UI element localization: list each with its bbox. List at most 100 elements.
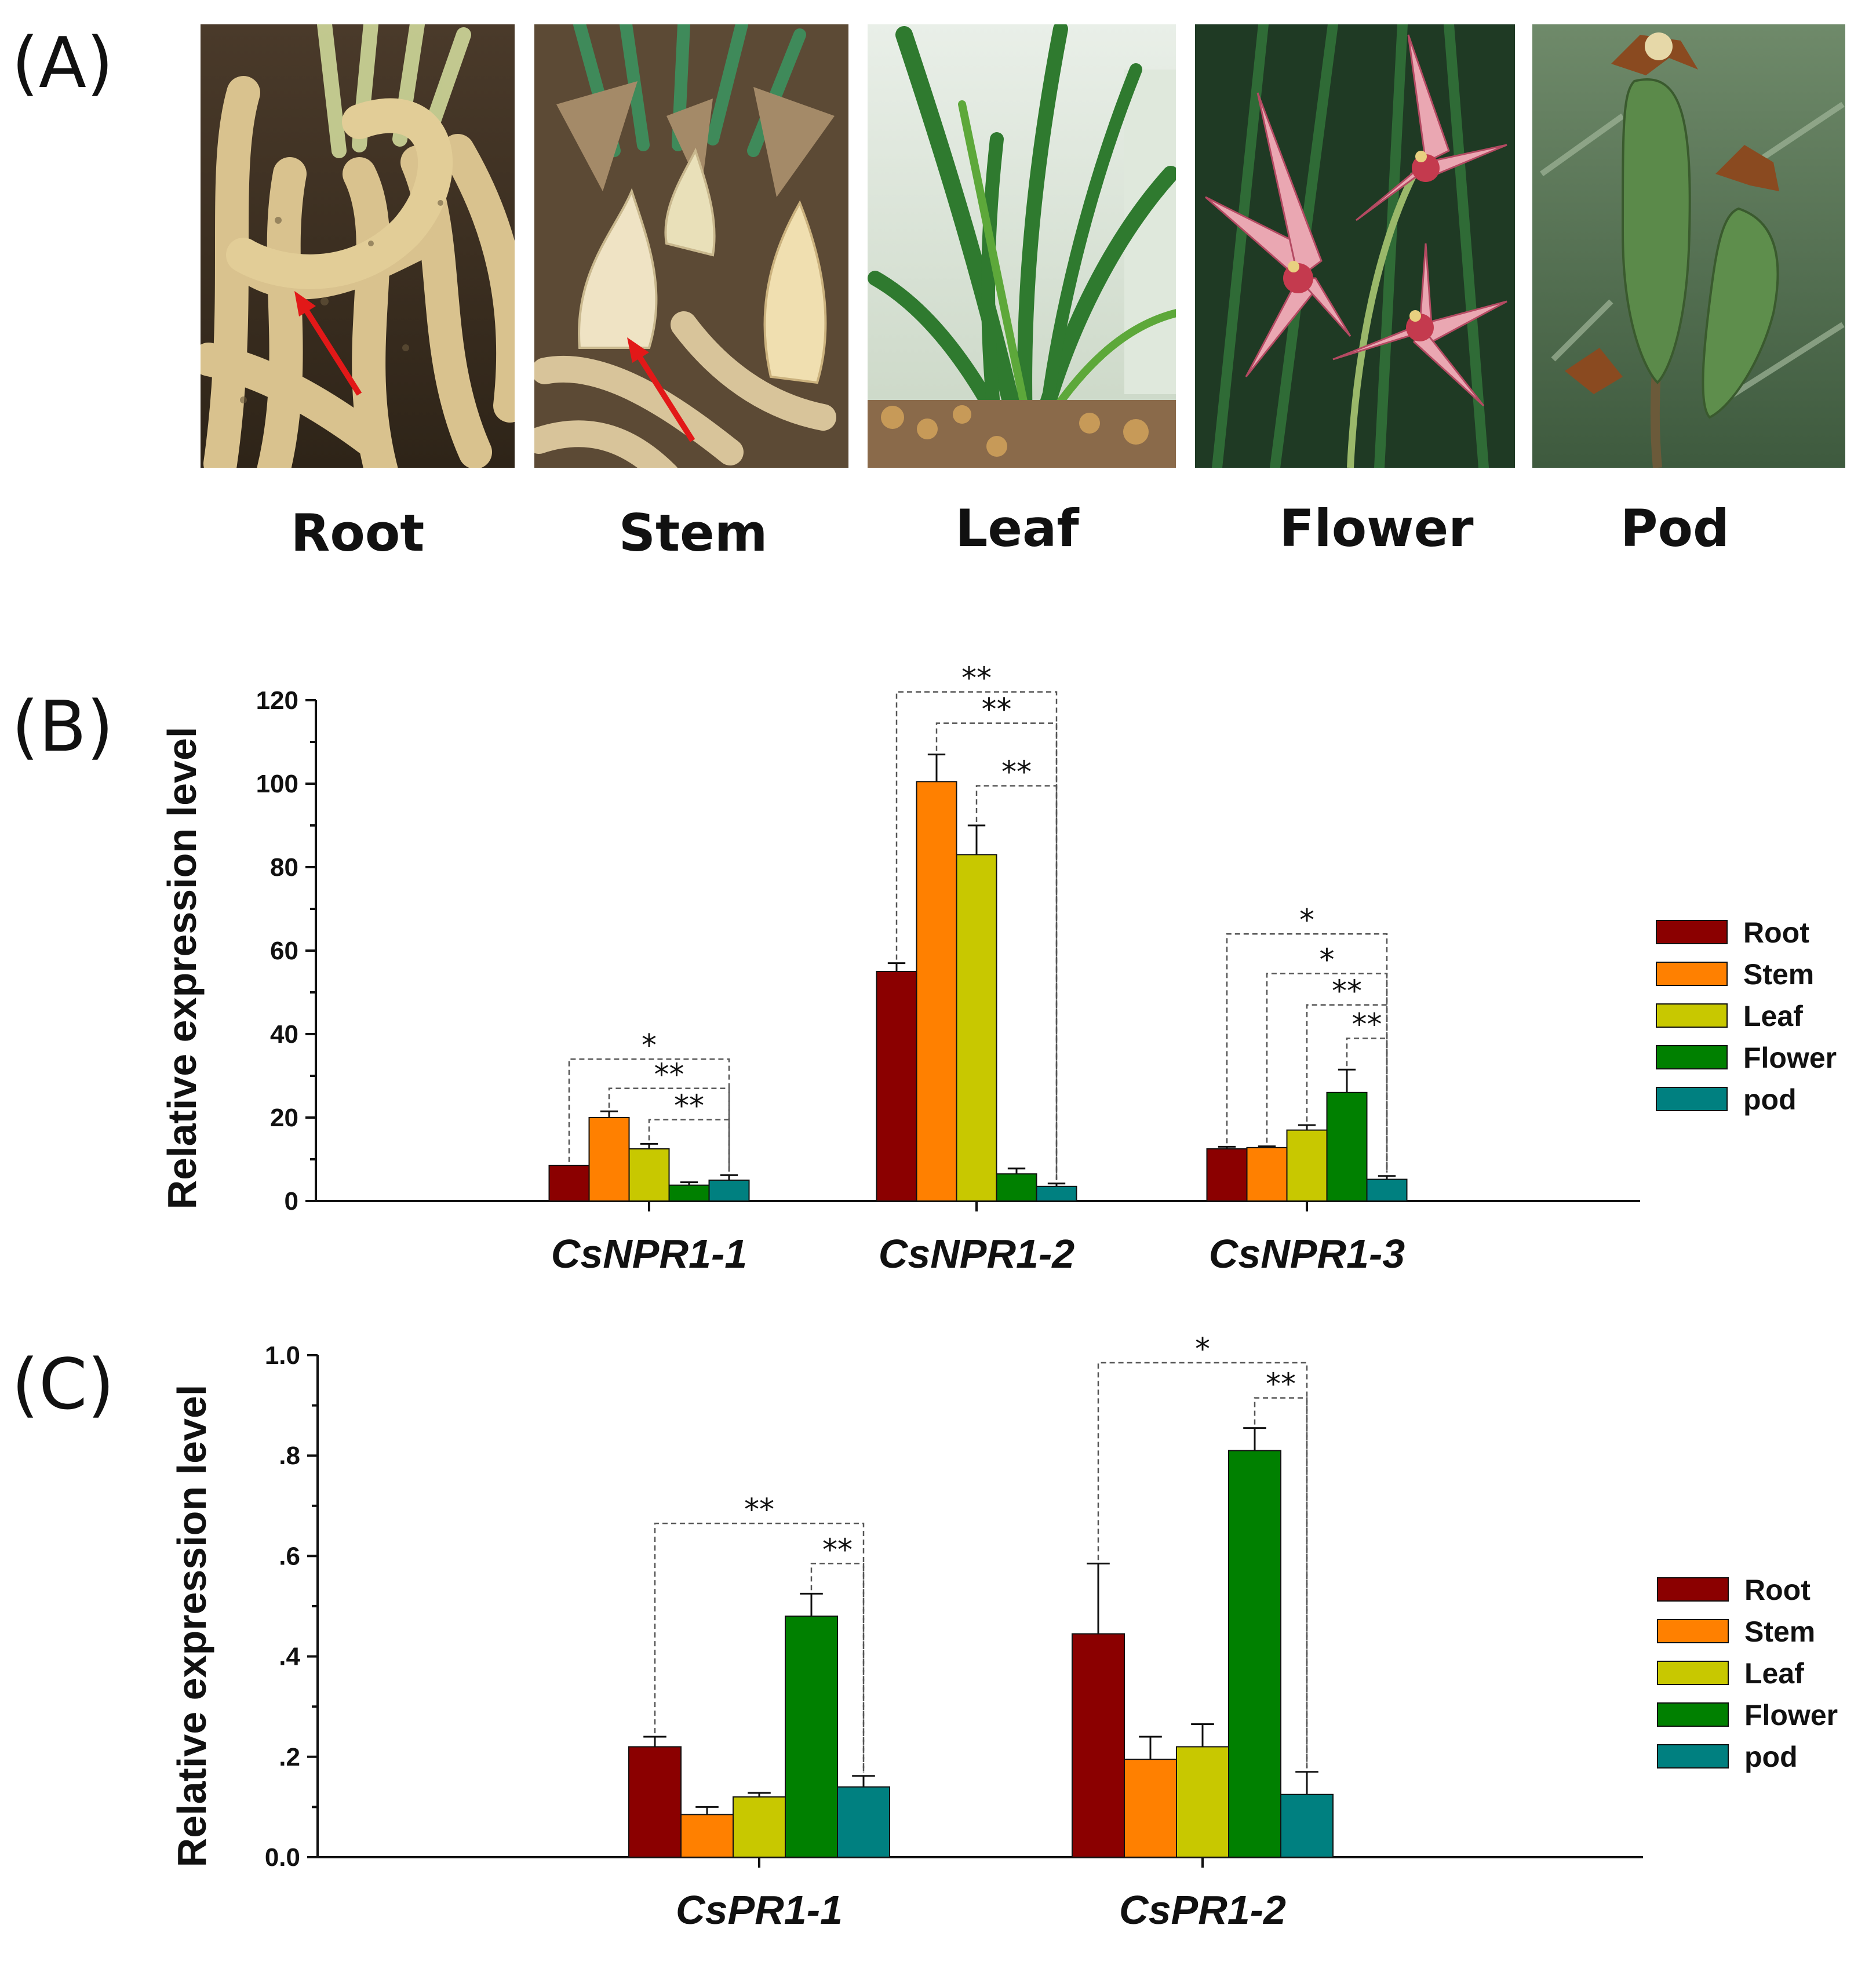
significance-label: * xyxy=(642,1028,657,1063)
legend-label-pod: pod xyxy=(1743,1083,1797,1116)
pod-photo xyxy=(1532,24,1845,468)
bar-csnpr1-1-root xyxy=(548,1165,590,1202)
error-bar xyxy=(1258,1145,1276,1148)
stem-photo xyxy=(534,24,848,468)
legend-label-leaf: Leaf xyxy=(1743,1000,1803,1032)
error-bar xyxy=(1298,1124,1316,1130)
legend-label-pod: pod xyxy=(1744,1741,1798,1773)
photo-label-pod: Pod xyxy=(1620,498,1729,558)
significance-label: * xyxy=(1299,903,1314,938)
error-bar xyxy=(1007,1167,1026,1174)
y-tick-label: .8 xyxy=(279,1442,300,1470)
y-tick-label: 100 xyxy=(256,770,298,798)
bar-cspr1-1-root xyxy=(628,1746,682,1858)
legend-swatch-root xyxy=(1657,1577,1729,1602)
category-label-cspr1-1: CsPR1-1 xyxy=(676,1887,843,1933)
significance-bracket: * xyxy=(1266,943,1388,1173)
photo-label-leaf: Leaf xyxy=(955,498,1080,558)
y-tick-label: 120 xyxy=(256,686,298,715)
panel-label-a: (A) xyxy=(12,23,114,104)
bar-cspr1-2-leaf xyxy=(1176,1746,1229,1858)
error-bar xyxy=(967,824,986,855)
bar-cspr1-2-flower xyxy=(1228,1450,1281,1858)
bar-csnpr1-1-stem xyxy=(588,1117,630,1202)
bar-csnpr1-1-pod xyxy=(708,1180,750,1202)
bar-csnpr1-2-root xyxy=(876,971,917,1202)
y-tick-label: 40 xyxy=(270,1020,298,1049)
bar-cspr1-2-stem xyxy=(1124,1759,1177,1858)
legend-label-stem: Stem xyxy=(1743,958,1814,991)
significance-label: ** xyxy=(1352,1007,1382,1042)
y-tick-label: .6 xyxy=(279,1542,300,1570)
panel-label-c: (C) xyxy=(12,1345,114,1425)
legend-label-root: Root xyxy=(1744,1574,1811,1606)
chart-c-ylabel: Relative expression level xyxy=(169,1385,214,1868)
legend-swatch-pod xyxy=(1656,1087,1728,1111)
legend: Root Stem Leaf Flower pod xyxy=(1656,916,1837,1116)
significance-label: ** xyxy=(654,1058,684,1093)
chart-b-plot: 0 20 40 60 80 100 120 CsNPR1-1 CsNPR1-2 CsNPR1-3 *… xyxy=(256,661,1837,1276)
y-tick-label: .2 xyxy=(279,1743,300,1771)
category-label-cspr1-2: CsPR1-2 xyxy=(1119,1887,1286,1933)
significance-bracket: * xyxy=(568,1028,730,1172)
category-label-csnpr1-3: CsNPR1-3 xyxy=(1209,1231,1405,1276)
bar-csnpr1-3-leaf xyxy=(1286,1129,1328,1202)
red-arrow-icon xyxy=(627,337,695,442)
error-bar xyxy=(887,962,906,971)
error-bar xyxy=(927,754,946,782)
leaf-photo xyxy=(868,24,1176,468)
bar-csnpr1-1-leaf xyxy=(628,1148,670,1202)
significance-label: ** xyxy=(674,1089,704,1124)
significance-bracket: ** xyxy=(975,755,1058,1180)
significance-label: * xyxy=(1195,1332,1210,1367)
error-bar xyxy=(643,1735,666,1747)
legend-label-flower: Flower xyxy=(1743,1042,1837,1074)
significance-bracket: ** xyxy=(810,1533,865,1773)
error-bar xyxy=(720,1174,738,1180)
significance-bracket: ** xyxy=(1346,1007,1388,1173)
bar-csnpr1-2-stem xyxy=(916,781,957,1202)
error-bar xyxy=(680,1181,698,1185)
bar-cspr1-1-stem xyxy=(680,1814,734,1858)
bar-cspr1-1-pod xyxy=(837,1786,890,1858)
significance-label: ** xyxy=(982,693,1012,727)
legend-swatch-flower xyxy=(1657,1702,1729,1727)
bar-csnpr1-2-leaf xyxy=(956,854,997,1202)
y-tick-label: 60 xyxy=(270,937,298,965)
significance-bracket: ** xyxy=(608,1058,730,1172)
y-tick-label: 20 xyxy=(270,1104,298,1132)
root-photo xyxy=(201,24,515,468)
category-label-csnpr1-2: CsNPR1-2 xyxy=(879,1231,1075,1276)
error-bar xyxy=(695,1806,719,1815)
bar-cspr1-1-leaf xyxy=(733,1796,786,1858)
significance-label: ** xyxy=(1266,1367,1296,1402)
flower-photo xyxy=(1195,24,1515,468)
bar-csnpr1-2-pod xyxy=(1036,1185,1077,1202)
legend-label-stem: Stem xyxy=(1744,1615,1815,1648)
red-arrow-icon xyxy=(294,291,362,396)
bar-cspr1-2-pod xyxy=(1280,1793,1334,1858)
bar-csnpr1-2-flower xyxy=(996,1173,1037,1202)
error-bar xyxy=(1139,1735,1162,1760)
significance-label: ** xyxy=(744,1493,774,1527)
significance-label: ** xyxy=(1001,755,1032,790)
significance-bracket: ** xyxy=(648,1089,730,1172)
chart-b-ylabel: Relative expression level xyxy=(159,727,205,1210)
bar-csnpr1-3-stem xyxy=(1246,1147,1288,1202)
error-bar xyxy=(1295,1771,1318,1795)
legend-swatch-leaf xyxy=(1657,1661,1729,1685)
error-bar xyxy=(1338,1068,1356,1093)
legend-label-leaf: Leaf xyxy=(1744,1657,1804,1690)
legend-swatch-stem xyxy=(1657,1619,1729,1643)
photo-label-stem: Stem xyxy=(619,503,768,563)
legend-swatch-root xyxy=(1656,920,1728,944)
error-bar xyxy=(1378,1175,1396,1180)
significance-label: ** xyxy=(822,1533,853,1567)
panel-label-b: (B) xyxy=(12,687,114,767)
significance-label: * xyxy=(1320,943,1335,978)
error-bar xyxy=(1218,1145,1236,1149)
category-label-csnpr1-1: CsNPR1-1 xyxy=(551,1231,747,1276)
significance-label: ** xyxy=(961,661,992,696)
y-tick-label: 0.0 xyxy=(265,1843,300,1872)
